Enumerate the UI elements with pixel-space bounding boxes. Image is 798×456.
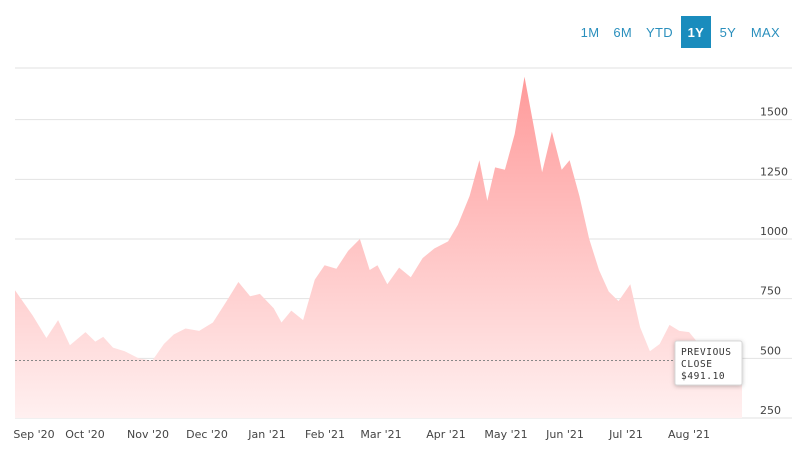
x-tick-label: Sep '20 bbox=[13, 428, 54, 441]
range-max-button[interactable]: MAX bbox=[745, 16, 786, 48]
y-axis-labels: 250 500 750 1000 1250 1500 bbox=[760, 106, 788, 417]
y-tick-label: 500 bbox=[760, 344, 781, 357]
x-tick-label: Dec '20 bbox=[186, 428, 228, 441]
tooltip-value: $491.10 bbox=[681, 371, 725, 382]
x-tick-label: Jun '21 bbox=[545, 428, 584, 441]
x-tick-label: Feb '21 bbox=[305, 428, 345, 441]
previous-close-tooltip: PREVIOUS CLOSE $491.10 bbox=[674, 340, 743, 386]
range-6m-button[interactable]: 6M bbox=[607, 16, 638, 48]
x-tick-label: Apr '21 bbox=[426, 428, 466, 441]
tooltip-title-line2: CLOSE bbox=[681, 359, 713, 370]
x-tick-label: Mar '21 bbox=[360, 428, 401, 441]
x-tick-label: Nov '20 bbox=[127, 428, 169, 441]
y-tick-label: 1250 bbox=[760, 165, 788, 178]
y-tick-label: 750 bbox=[760, 285, 781, 298]
x-tick-label: Aug '21 bbox=[668, 428, 710, 441]
x-tick-label: Oct '20 bbox=[65, 428, 105, 441]
tooltip-box bbox=[674, 340, 743, 386]
range-1m-button[interactable]: 1M bbox=[575, 16, 606, 48]
x-tick-label: Jul '21 bbox=[608, 428, 643, 441]
x-axis-labels: Sep '20 Oct '20 Nov '20 Dec '20 Jan '21 Feb '… bbox=[13, 428, 710, 441]
x-tick-label: May '21 bbox=[484, 428, 527, 441]
x-tick-label: Jan '21 bbox=[247, 428, 285, 441]
range-5y-button[interactable]: 5Y bbox=[713, 16, 743, 48]
range-ytd-button[interactable]: YTD bbox=[640, 16, 679, 48]
time-range-selector: 1M 6M YTD 1Y 5Y MAX bbox=[575, 16, 786, 48]
price-area bbox=[15, 76, 742, 418]
y-tick-label: 250 bbox=[760, 404, 781, 417]
tooltip-title-line1: PREVIOUS bbox=[681, 347, 732, 358]
y-tick-label: 1000 bbox=[760, 225, 788, 238]
y-tick-label: 1500 bbox=[760, 106, 788, 119]
range-1y-button[interactable]: 1Y bbox=[680, 16, 711, 48]
